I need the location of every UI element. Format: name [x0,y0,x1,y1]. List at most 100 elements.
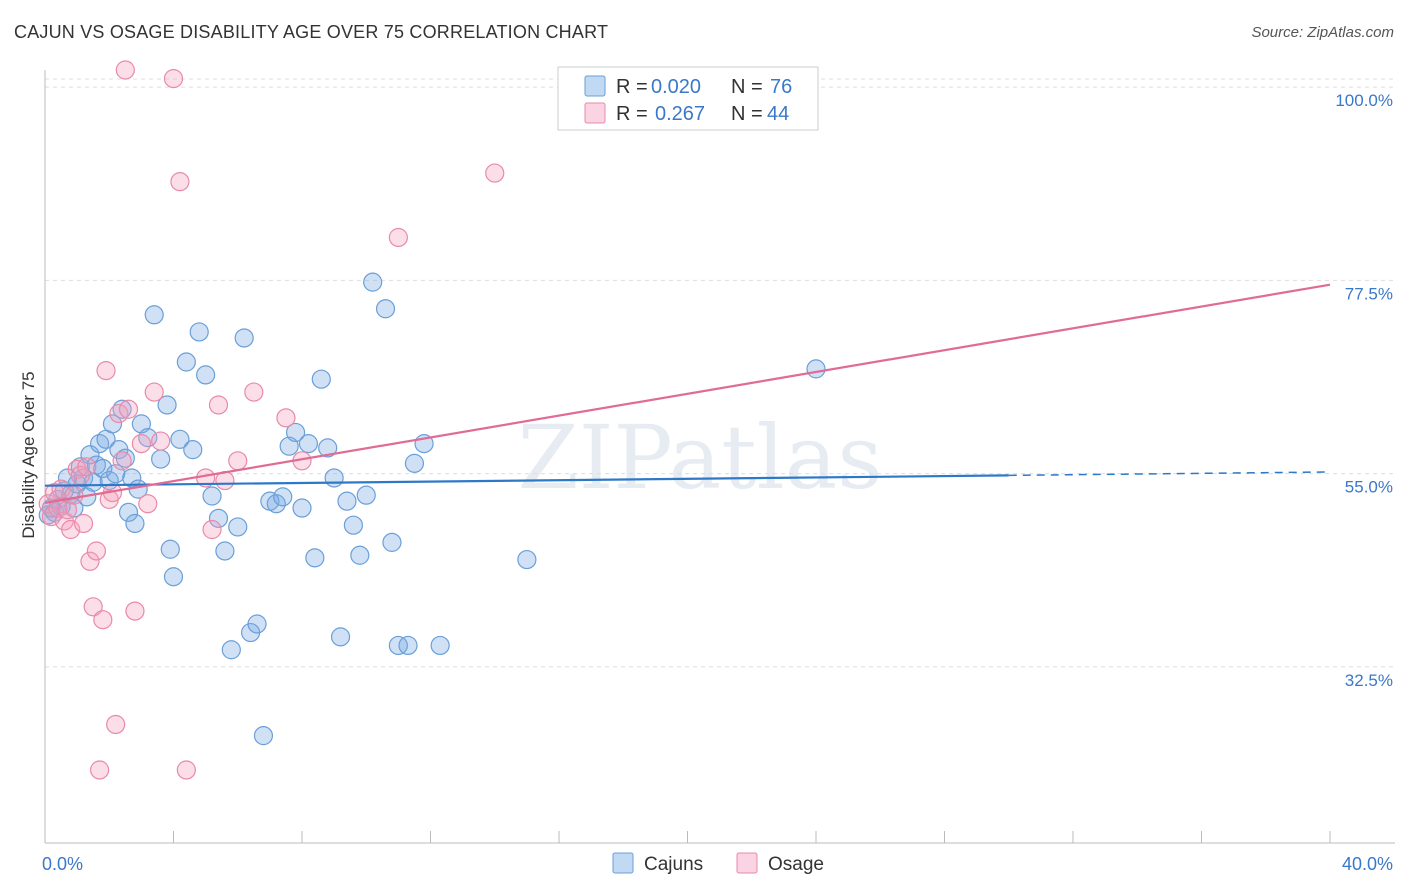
legend-n-value-2: 44 [767,103,789,125]
data-points [38,60,826,780]
cajun-point [356,485,376,505]
legend-n-value-1: 76 [770,76,792,98]
cajun-point [183,440,203,460]
legend-r-label-1: R = [616,76,648,98]
osage-point [144,382,164,402]
cajun-point [292,498,312,518]
x-tick-label-max: 40.0% [1342,854,1393,874]
osage-point [109,403,129,424]
cajun-point [115,448,135,468]
bottom-legend-swatch-cajuns [612,852,634,874]
cajun-point [404,453,425,473]
tick-labels: 32.5% 55.0% 77.5% 100.0% 0.0% 40.0% [42,91,1393,874]
cajun-point [343,515,363,535]
cajun-point [160,539,180,559]
legend-r-label-2: R = [616,103,648,125]
chart-title: CAJUN VS OSAGE DISABILITY AGE OVER 75 CO… [14,22,609,42]
osage-point [138,494,158,514]
osage-point [64,485,84,505]
osage-point [163,68,184,89]
cajun-point [189,322,209,342]
osage-point [90,760,110,780]
cajun-point [375,299,396,319]
osage-point [244,382,264,402]
cajun-point [363,272,383,292]
cajun-point [388,635,408,656]
bottom-legend: Cajuns Osage [612,852,824,875]
osage-point [112,451,132,471]
cajun-point [208,508,229,528]
cajun-point [202,486,222,506]
cajun-point [311,369,331,389]
cajun-point [234,328,254,348]
cajun-point [228,517,248,537]
osage-point [115,60,135,80]
y-tick-label: 77.5% [1345,284,1393,303]
axes [44,70,1395,844]
cajun-point [382,532,402,552]
cajun-point [324,468,344,488]
cajun-point [221,640,241,660]
osage-point [276,408,296,428]
cajun-point [125,513,145,534]
y-axis-title: Disability Age Over 75 [19,371,38,538]
legend-n-label-1: N = [731,76,763,98]
cajun-trend-line [44,474,1009,487]
osage-point [106,714,126,735]
y-tick-label: 55.0% [1345,478,1393,497]
osage-point [125,601,145,621]
bottom-legend-osage: Osage [768,854,824,875]
cajun-point [806,359,826,379]
cajun-point [285,422,306,443]
osage-point [228,451,248,471]
osage-point [73,513,94,534]
cajun-point [430,635,450,656]
cajun-point [517,549,537,570]
cajun-point [196,365,216,385]
y-tick-label: 32.5% [1345,671,1393,690]
osage-point [388,227,408,248]
cajun-point [305,548,325,568]
osage-point [176,760,196,780]
osage-point [485,163,505,183]
osage-point [151,431,171,451]
cajun-point [273,487,293,507]
cajun-point [176,352,196,372]
cajun-point [215,541,235,561]
osage-point [202,519,222,540]
legend-swatch-osage [584,102,606,124]
osage-point [93,610,113,630]
y-tick-label: 100.0% [1335,91,1393,110]
cajun-trend-extension [1008,471,1331,477]
cajun-point [118,502,139,522]
cajun-point [144,305,164,325]
cajun-point [122,468,142,488]
cajun-point [157,395,177,415]
cajun-point [318,438,338,458]
cajun-point [337,491,357,511]
x-tick-label-min: 0.0% [42,854,83,874]
trend-lines [44,283,1331,504]
legend-r-value-1: 0.020 [651,76,701,98]
legend-r-value-2: 0.267 [655,103,705,125]
osage-point [86,541,107,561]
bottom-legend-swatch-osage [736,852,758,874]
osage-point [83,597,103,617]
cajun-point [298,434,319,454]
watermark: ZIPatlas [518,406,883,509]
legend-swatch-cajuns [584,75,606,97]
cajun-point [330,627,351,647]
osage-point [118,399,139,419]
cajun-point [151,449,171,469]
chart-source: Source: ZipAtlas.com [1251,24,1394,41]
cajun-point [102,414,123,434]
osage-point [131,434,151,454]
gridlines [45,78,1395,668]
osage-point [80,551,100,571]
cajun-point [93,458,113,479]
osage-point [170,172,190,192]
osage-point [208,395,229,415]
cajun-point [163,567,184,587]
cajun-point [398,635,418,656]
